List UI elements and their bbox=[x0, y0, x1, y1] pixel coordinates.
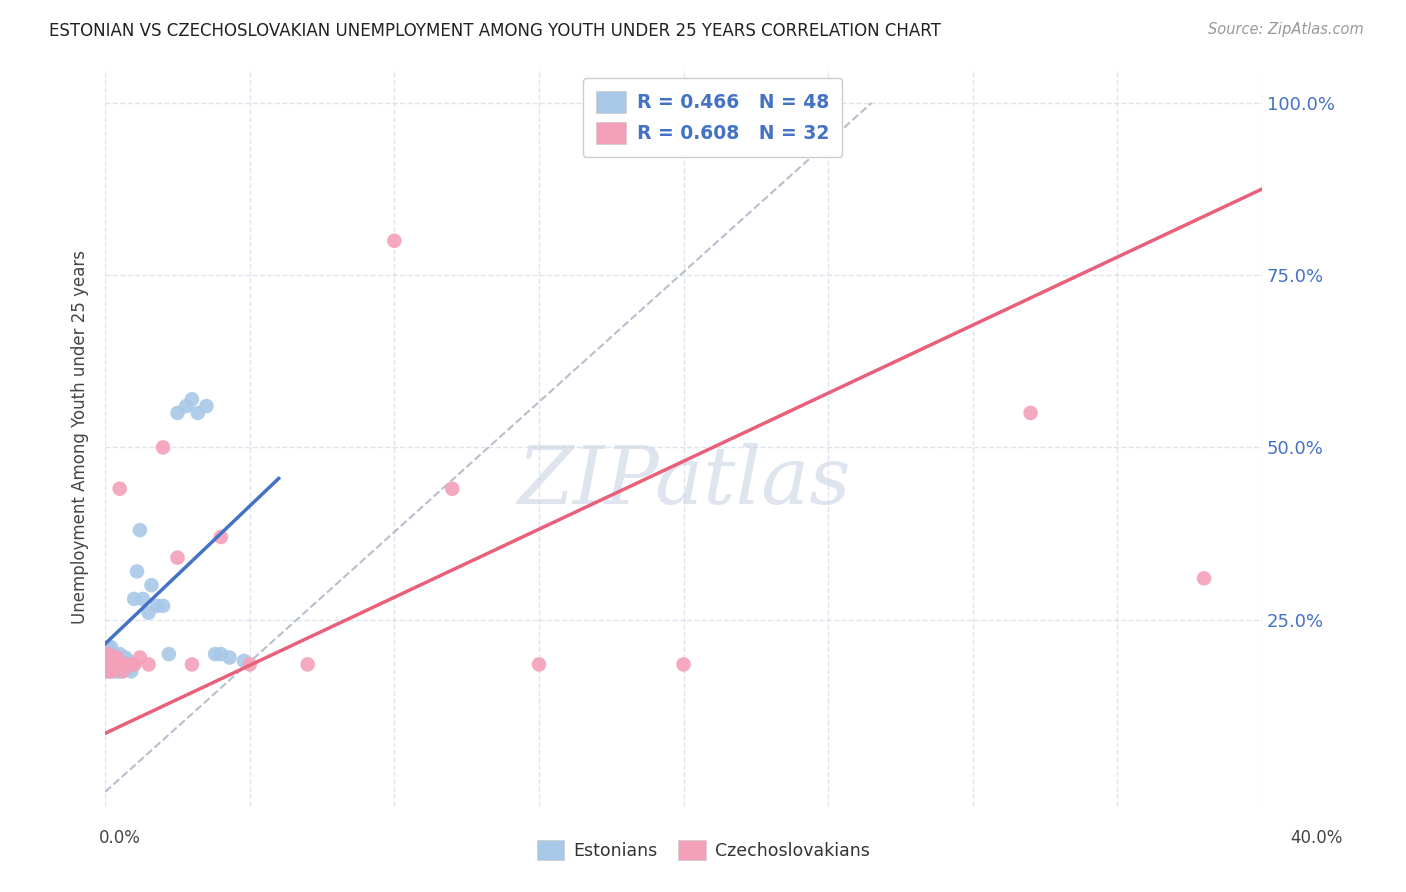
Point bbox=[138, 657, 160, 672]
Legend: Estonians, Czechoslovakians: Estonians, Czechoslovakians bbox=[530, 833, 876, 867]
Point bbox=[105, 657, 128, 672]
Point bbox=[108, 482, 131, 496]
Y-axis label: Unemployment Among Youth under 25 years: Unemployment Among Youth under 25 years bbox=[72, 250, 89, 624]
Point bbox=[239, 657, 262, 672]
Point bbox=[152, 441, 174, 455]
Point bbox=[117, 661, 139, 675]
Point bbox=[138, 606, 160, 620]
Point bbox=[166, 550, 188, 565]
Point bbox=[103, 657, 125, 672]
Point bbox=[1019, 406, 1042, 420]
Point bbox=[97, 657, 120, 672]
Point bbox=[100, 647, 122, 661]
Legend: R = 0.466   N = 48, R = 0.608   N = 32: R = 0.466 N = 48, R = 0.608 N = 32 bbox=[582, 78, 842, 157]
Point bbox=[146, 599, 169, 613]
Point bbox=[122, 591, 145, 606]
Point bbox=[117, 657, 139, 672]
Point bbox=[125, 565, 148, 579]
Point bbox=[117, 654, 139, 668]
Point bbox=[108, 647, 131, 661]
Point bbox=[157, 647, 180, 661]
Point bbox=[441, 482, 464, 496]
Point bbox=[100, 640, 122, 655]
Point bbox=[108, 657, 131, 672]
Point bbox=[111, 657, 134, 672]
Point bbox=[195, 399, 218, 413]
Point bbox=[105, 654, 128, 668]
Point bbox=[103, 654, 125, 668]
Text: 0.0%: 0.0% bbox=[98, 829, 141, 847]
Point bbox=[204, 647, 226, 661]
Point bbox=[114, 661, 136, 675]
Point bbox=[100, 665, 122, 679]
Point bbox=[94, 647, 117, 661]
Text: Source: ZipAtlas.com: Source: ZipAtlas.com bbox=[1208, 22, 1364, 37]
Point bbox=[100, 650, 122, 665]
Point bbox=[111, 650, 134, 665]
Point bbox=[108, 657, 131, 672]
Text: ZIPatlas: ZIPatlas bbox=[517, 442, 851, 520]
Point bbox=[120, 665, 142, 679]
Point bbox=[100, 650, 122, 665]
Point bbox=[166, 406, 188, 420]
Point bbox=[209, 647, 232, 661]
Point bbox=[108, 665, 131, 679]
Point bbox=[100, 657, 122, 672]
Point bbox=[114, 657, 136, 672]
Point bbox=[218, 650, 240, 665]
Point bbox=[105, 661, 128, 675]
Point bbox=[120, 657, 142, 672]
Point bbox=[97, 657, 120, 672]
Point bbox=[105, 665, 128, 679]
Point bbox=[114, 650, 136, 665]
Point bbox=[97, 640, 120, 655]
Point bbox=[384, 234, 406, 248]
Point bbox=[100, 665, 122, 679]
Text: ESTONIAN VS CZECHOSLOVAKIAN UNEMPLOYMENT AMONG YOUTH UNDER 25 YEARS CORRELATION : ESTONIAN VS CZECHOSLOVAKIAN UNEMPLOYMENT… bbox=[49, 22, 941, 40]
Point bbox=[97, 665, 120, 679]
Point bbox=[141, 578, 163, 592]
Point bbox=[97, 650, 120, 665]
Point bbox=[122, 657, 145, 672]
Point bbox=[297, 657, 319, 672]
Point bbox=[105, 650, 128, 665]
Point bbox=[97, 647, 120, 661]
Point bbox=[111, 657, 134, 672]
Point bbox=[111, 665, 134, 679]
Point bbox=[527, 657, 550, 672]
Point bbox=[97, 665, 120, 679]
Point bbox=[174, 399, 197, 413]
Point bbox=[152, 599, 174, 613]
Point bbox=[129, 523, 152, 537]
Point bbox=[181, 392, 204, 407]
Point bbox=[122, 657, 145, 672]
Point bbox=[187, 406, 209, 420]
Point bbox=[94, 650, 117, 665]
Point bbox=[209, 530, 232, 544]
Point bbox=[100, 657, 122, 672]
Point bbox=[111, 665, 134, 679]
Point bbox=[672, 657, 695, 672]
Point bbox=[129, 650, 152, 665]
Point bbox=[1192, 571, 1215, 585]
Point bbox=[103, 647, 125, 661]
Point bbox=[181, 657, 204, 672]
Point bbox=[103, 654, 125, 668]
Point bbox=[103, 665, 125, 679]
Point bbox=[233, 654, 256, 668]
Point bbox=[103, 661, 125, 675]
Point bbox=[132, 591, 155, 606]
Text: 40.0%: 40.0% bbox=[1291, 829, 1343, 847]
